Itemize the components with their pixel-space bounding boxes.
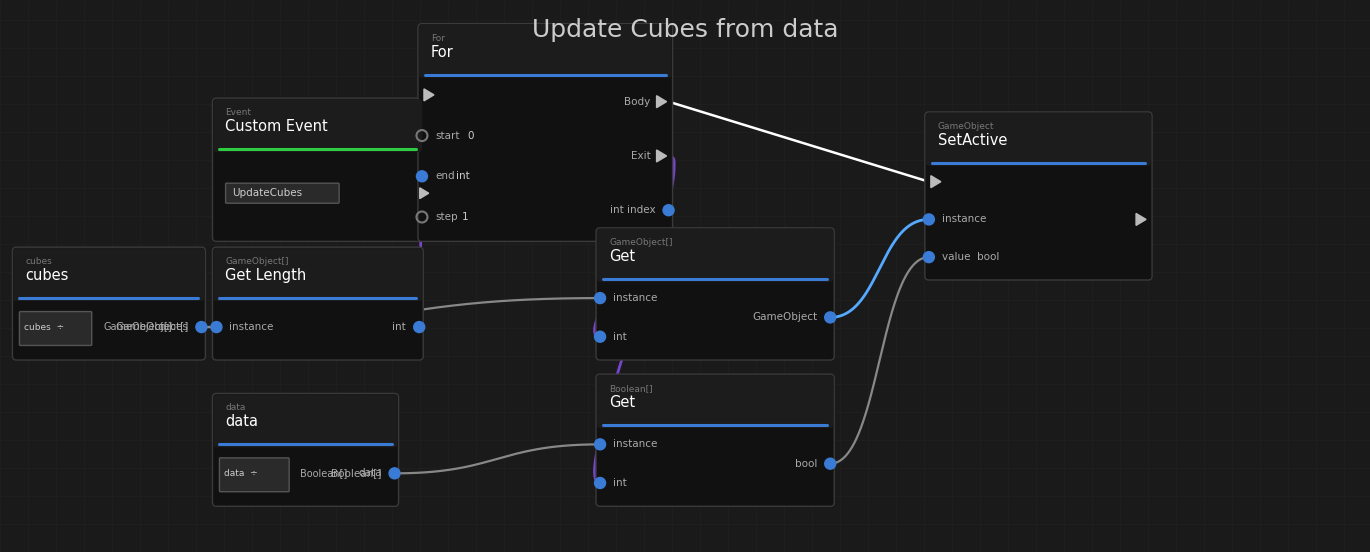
FancyBboxPatch shape: [219, 458, 289, 492]
Polygon shape: [656, 150, 667, 162]
Polygon shape: [419, 188, 429, 199]
Text: GameObject[]: GameObject[]: [103, 322, 173, 332]
Circle shape: [595, 477, 606, 489]
Text: Boolean[]: Boolean[]: [332, 468, 382, 479]
Text: step: step: [434, 212, 458, 222]
Polygon shape: [423, 89, 434, 101]
Text: instance: instance: [229, 322, 274, 332]
FancyBboxPatch shape: [419, 25, 671, 77]
Circle shape: [923, 252, 934, 263]
Circle shape: [825, 312, 836, 323]
Text: Event: Event: [226, 108, 252, 117]
Circle shape: [211, 322, 222, 332]
Text: Exit: Exit: [630, 151, 651, 161]
FancyBboxPatch shape: [596, 374, 834, 506]
Text: Get Length: Get Length: [226, 268, 307, 283]
Circle shape: [414, 322, 425, 332]
Text: For: For: [432, 45, 453, 60]
Text: instance: instance: [612, 293, 658, 303]
FancyBboxPatch shape: [925, 112, 1152, 280]
Text: 1: 1: [462, 212, 469, 222]
Circle shape: [416, 171, 427, 182]
Circle shape: [595, 439, 606, 450]
FancyBboxPatch shape: [418, 24, 673, 241]
Text: cubes  ÷: cubes ÷: [25, 322, 64, 332]
FancyBboxPatch shape: [926, 113, 1151, 166]
Text: For: For: [432, 34, 445, 43]
Text: Get: Get: [610, 395, 636, 410]
Circle shape: [595, 293, 606, 304]
FancyBboxPatch shape: [14, 248, 204, 301]
Polygon shape: [1136, 214, 1147, 225]
FancyBboxPatch shape: [214, 395, 397, 447]
Text: cubes: cubes: [26, 268, 68, 283]
FancyBboxPatch shape: [597, 375, 833, 428]
FancyBboxPatch shape: [214, 99, 422, 152]
Text: int: int: [456, 171, 470, 181]
Text: end: end: [434, 171, 455, 181]
Text: Boolean[]: Boolean[]: [300, 468, 348, 479]
Text: int: int: [392, 322, 407, 332]
FancyBboxPatch shape: [596, 228, 834, 360]
Circle shape: [196, 322, 207, 332]
Text: Body: Body: [625, 97, 651, 107]
Text: data: data: [226, 404, 245, 412]
FancyBboxPatch shape: [597, 229, 833, 282]
Text: data: data: [358, 468, 382, 479]
Text: instance: instance: [941, 214, 986, 225]
Text: int: int: [612, 478, 627, 488]
Text: int index: int index: [610, 205, 656, 215]
Circle shape: [595, 331, 606, 342]
Text: Update Cubes from data: Update Cubes from data: [532, 18, 838, 42]
Text: value  bool: value bool: [941, 252, 999, 262]
Circle shape: [389, 468, 400, 479]
Polygon shape: [930, 176, 941, 188]
Text: 0: 0: [467, 131, 474, 141]
Circle shape: [663, 205, 674, 216]
Text: GameObject: GameObject: [752, 312, 818, 322]
FancyBboxPatch shape: [214, 248, 422, 301]
Text: cubes: cubes: [26, 257, 52, 266]
Text: Boolean[]: Boolean[]: [610, 384, 652, 393]
FancyBboxPatch shape: [19, 311, 92, 346]
Polygon shape: [656, 95, 667, 108]
Text: instance: instance: [612, 439, 658, 449]
Circle shape: [923, 214, 934, 225]
FancyBboxPatch shape: [12, 247, 206, 360]
FancyBboxPatch shape: [226, 183, 340, 203]
Text: GameObject: GameObject: [938, 122, 995, 131]
Circle shape: [825, 458, 836, 469]
Text: data: data: [226, 415, 259, 429]
Text: Custom Event: Custom Event: [226, 119, 329, 134]
Text: Get: Get: [610, 249, 636, 264]
Text: SetActive: SetActive: [938, 133, 1007, 148]
Text: GameObject[]: GameObject[]: [610, 238, 673, 247]
Text: UpdateCubes: UpdateCubes: [233, 188, 303, 198]
Text: int: int: [612, 332, 627, 342]
FancyBboxPatch shape: [212, 98, 423, 241]
Text: GameObject[]: GameObject[]: [115, 322, 189, 332]
Text: cubes: cubes: [158, 322, 189, 332]
Text: bool: bool: [795, 459, 818, 469]
Text: GameObject[]: GameObject[]: [226, 257, 289, 266]
Text: start: start: [434, 131, 459, 141]
FancyBboxPatch shape: [212, 394, 399, 506]
Text: data  ÷: data ÷: [225, 469, 258, 478]
FancyBboxPatch shape: [212, 247, 423, 360]
